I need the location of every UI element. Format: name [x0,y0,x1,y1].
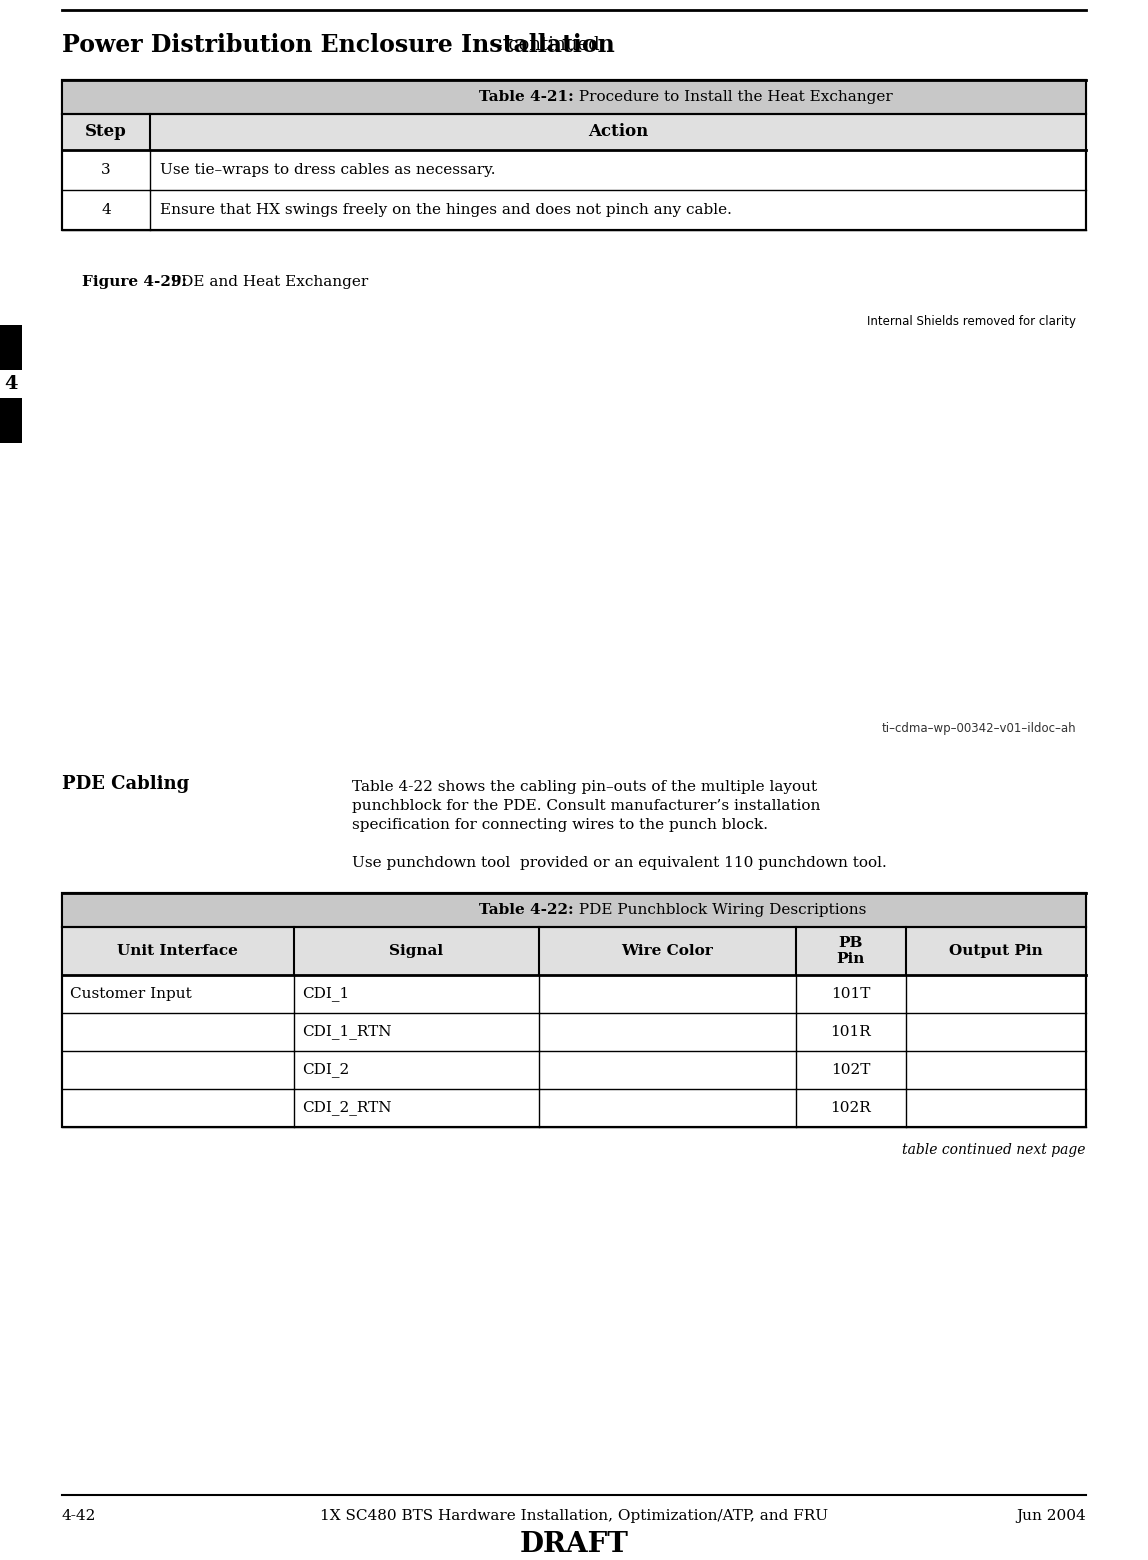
Text: 4: 4 [101,203,111,217]
Text: table continued next page: table continued next page [902,1143,1086,1158]
Text: ti–cdma–wp–00342–v01–ildoc–ah: ti–cdma–wp–00342–v01–ildoc–ah [882,722,1076,735]
Bar [62,80,1086,114]
Text: Unit Interface: Unit Interface [117,944,239,958]
Text: PDE and Heat Exchanger: PDE and Heat Exchanger [166,275,369,289]
Text: – continued: – continued [488,36,600,55]
Text: Wire Color: Wire Color [621,944,713,958]
Text: 101T: 101T [831,987,870,1002]
Bar [62,80,1086,229]
Text: Step: Step [85,123,127,140]
Text: Ensure that HX swings freely on the hinges and does not pinch any cable.: Ensure that HX swings freely on the hing… [160,203,732,217]
Text: PDE Cabling: PDE Cabling [62,775,189,792]
Text: DRAFT: DRAFT [520,1530,628,1558]
Text: CDI_1_RTN: CDI_1_RTN [302,1025,391,1039]
Bar [62,892,1086,927]
Bar [0,324,22,370]
Text: Table 4-21:: Table 4-21: [479,90,574,105]
Text: Table 4-22:: Table 4-22: [480,903,574,917]
Text: Use punchdown tool  provided or an equivalent 110 punchdown tool.: Use punchdown tool provided or an equiva… [352,856,886,870]
Text: punchblock for the PDE. Consult manufacturer’s installation: punchblock for the PDE. Consult manufact… [352,799,821,813]
Text: PDE Punchblock Wiring Descriptions: PDE Punchblock Wiring Descriptions [574,903,867,917]
Bar [62,892,1086,1126]
Text: Figure 4-29:: Figure 4-29: [82,275,187,289]
Text: 4: 4 [5,374,17,393]
Bar [62,80,1086,229]
Text: Customer Input: Customer Input [70,987,192,1002]
Text: Procedure to Install the Heat Exchanger: Procedure to Install the Heat Exchanger [574,90,893,105]
Text: 3: 3 [101,162,111,176]
Bar [62,927,1086,975]
Text: Power Distribution Enclosure Installation: Power Distribution Enclosure Installatio… [62,33,614,58]
Text: Action: Action [588,123,649,140]
Text: CDI_2_RTN: CDI_2_RTN [302,1100,391,1115]
Bar [0,398,22,443]
Bar [62,892,1086,1126]
Text: Jun 2004: Jun 2004 [1016,1509,1086,1523]
Bar [62,114,1086,150]
Text: CDI_2: CDI_2 [302,1062,349,1078]
Text: CDI_1: CDI_1 [302,986,349,1002]
Text: Internal Shields removed for clarity: Internal Shields removed for clarity [867,315,1076,328]
Text: 102T: 102T [831,1062,870,1076]
Text: 1X SC480 BTS Hardware Installation, Optimization/ATP, and FRU: 1X SC480 BTS Hardware Installation, Opti… [320,1509,828,1523]
Text: 101R: 101R [830,1025,871,1039]
Text: specification for connecting wires to the punch block.: specification for connecting wires to th… [352,817,768,831]
Text: Signal: Signal [389,944,443,958]
Text: 102R: 102R [830,1101,871,1115]
Text: PB
Pin: PB Pin [837,936,866,966]
Text: 4-42: 4-42 [62,1509,96,1523]
Text: Table 4-22 shows the cabling pin–outs of the multiple layout: Table 4-22 shows the cabling pin–outs of… [352,780,817,794]
Text: Use tie–wraps to dress cables as necessary.: Use tie–wraps to dress cables as necessa… [160,162,496,176]
Text: Output Pin: Output Pin [949,944,1042,958]
